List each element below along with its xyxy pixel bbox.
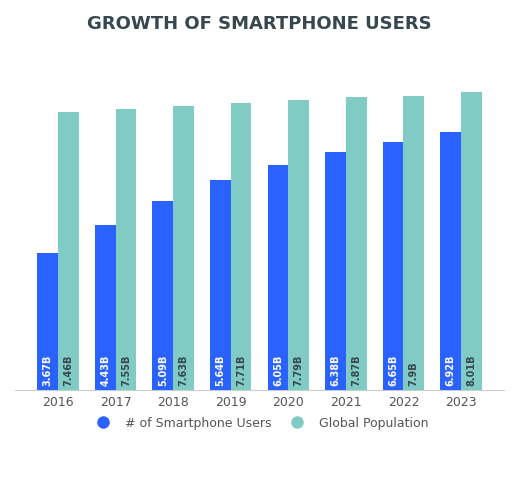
Text: 5.64B: 5.64B (215, 353, 225, 385)
Text: 7.46B: 7.46B (63, 353, 73, 385)
Bar (325, 153, 346, 390)
Title: GROWTH OF SMARTPHONE USERS: GROWTH OF SMARTPHONE USERS (87, 15, 432, 33)
Text: 4.43B: 4.43B (100, 353, 110, 385)
Bar (37, 254, 58, 390)
Text: 8.01B: 8.01B (467, 353, 476, 385)
Text: 3.67B: 3.67B (43, 353, 52, 385)
Bar (403, 97, 424, 390)
Text: 7.63B: 7.63B (179, 353, 188, 385)
Bar (288, 101, 309, 390)
Bar (383, 143, 403, 390)
Legend: # of Smartphone Users, Global Population: # of Smartphone Users, Global Population (84, 410, 435, 436)
Text: 7.55B: 7.55B (121, 353, 131, 385)
Bar (440, 133, 461, 390)
Bar (461, 92, 482, 390)
Bar (231, 104, 251, 390)
Bar (58, 113, 79, 390)
Text: 6.05B: 6.05B (273, 353, 283, 385)
Bar (210, 181, 231, 390)
Bar (173, 106, 194, 390)
Bar (268, 166, 288, 390)
Bar (153, 201, 173, 390)
Bar (116, 110, 136, 390)
Text: 7.71B: 7.71B (236, 353, 246, 385)
Text: 6.38B: 6.38B (331, 353, 340, 385)
Text: 6.65B: 6.65B (388, 353, 398, 385)
Bar (346, 98, 366, 390)
Bar (95, 226, 116, 390)
Text: 7.87B: 7.87B (351, 353, 361, 385)
Text: 7.9B: 7.9B (409, 360, 419, 385)
Text: 7.79B: 7.79B (294, 353, 304, 385)
Text: 5.09B: 5.09B (158, 353, 168, 385)
Text: 6.92B: 6.92B (446, 353, 456, 385)
